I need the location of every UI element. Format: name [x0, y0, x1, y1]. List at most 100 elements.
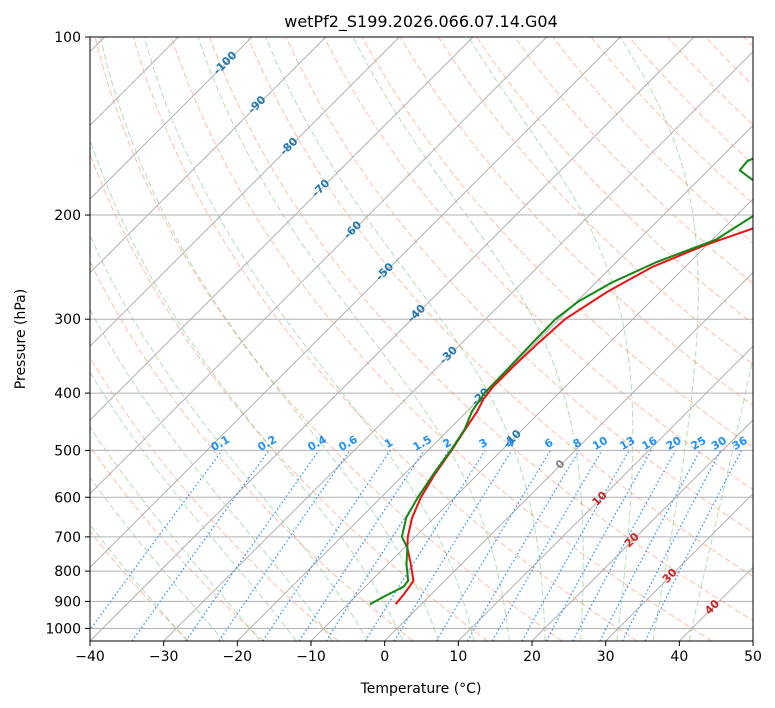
y-axis-ticks: 100 200 300 400 500 600 700 800 900 1000	[45, 30, 90, 637]
y-tick-label: 800	[54, 564, 81, 580]
isotherm-label: -100	[211, 48, 240, 77]
isotherm-label: -90	[245, 93, 268, 116]
isotherm-label: -60	[341, 218, 364, 241]
dry-adiabat	[247, 37, 753, 577]
isotherm-label: 40	[702, 597, 722, 617]
mixing-ratio-line	[262, 450, 391, 641]
x-tick-label: 20	[523, 649, 541, 665]
isotherm-line	[605, 492, 753, 641]
isotherm-line	[90, 37, 400, 348]
moist-adiabat	[197, 37, 510, 641]
mixing-ratio-line	[298, 450, 425, 641]
x-axis-label: Temperature (°C)	[360, 681, 482, 697]
dry-adiabat	[132, 37, 638, 641]
x-tick-label: −10	[296, 649, 326, 665]
mixing-ratio-line	[131, 450, 270, 641]
dry-adiabats	[90, 37, 753, 641]
isotherm-line	[90, 37, 253, 200]
dry-adiabat	[209, 37, 753, 622]
isotherm-line	[678, 566, 753, 641]
isotherm-label: -40	[405, 302, 428, 325]
isotherm-line	[90, 37, 474, 421]
y-tick-label: 500	[54, 443, 81, 459]
dry-adiabat	[94, 37, 563, 641]
x-tick-label: 0	[380, 649, 389, 665]
moist-adiabat	[90, 476, 225, 641]
dry-adiabat	[437, 37, 753, 365]
mixing-ratio-line	[185, 450, 320, 641]
temperature-profile-line	[394, 227, 753, 605]
y-tick-label: 900	[54, 594, 81, 610]
y-tick-label: 1000	[45, 621, 81, 637]
isotherm-line	[90, 37, 695, 641]
mixing-ratio-lines	[90, 450, 743, 641]
dry-adiabat	[90, 445, 264, 641]
isotherm-label: 0	[553, 457, 568, 472]
mixing-ratio-label: 6	[542, 436, 555, 451]
y-tick-label: 300	[54, 312, 81, 328]
x-tick-label: −40	[75, 649, 105, 665]
x-tick-label: 10	[449, 649, 467, 665]
isotherm-line	[90, 37, 327, 274]
moist-adiabat	[90, 234, 369, 641]
isotherm-label: -70	[309, 176, 332, 199]
y-axis-label: Pressure (hPa)	[13, 289, 29, 389]
chart-title: wetPf2_S199.2026.066.07.14.G04	[284, 12, 558, 32]
mixing-ratio-line	[90, 450, 223, 631]
isotherm-label: 20	[622, 530, 642, 550]
dry-adiabat	[705, 37, 753, 87]
isotherm-label: -50	[373, 260, 396, 283]
isotherm-line	[310, 198, 753, 641]
mixing-ratio-label: 3	[477, 436, 490, 451]
isotherm-line	[236, 124, 753, 641]
dry-adiabat	[90, 356, 339, 641]
moist-adiabat	[90, 371, 297, 641]
mixing-ratio-line	[325, 450, 450, 641]
moist-adiabat	[99, 37, 439, 641]
isotherm-label: -80	[277, 135, 300, 158]
mixing-ratio-line	[545, 450, 652, 641]
y-tick-label: 100	[54, 30, 81, 46]
y-tick-label: 700	[54, 530, 81, 546]
moist-adiabat	[688, 355, 753, 641]
dry-adiabat	[90, 260, 414, 641]
mixing-ratio-line	[435, 450, 552, 641]
isotherm-line	[531, 419, 753, 641]
moist-adiabat	[90, 523, 188, 641]
mixing-ratio-line	[621, 450, 722, 641]
dry-adiabat	[590, 37, 753, 205]
mixing-ratio-line	[599, 450, 701, 641]
y-tick-label: 400	[54, 386, 81, 402]
plot-area: -100-90-80-70-60-50-40-30-20-10010203040…	[90, 37, 753, 641]
isotherm-label: -30	[437, 343, 460, 366]
isotherm-line	[90, 37, 621, 569]
moist-adiabat	[143, 37, 475, 641]
moist-adiabats	[90, 37, 753, 641]
x-tick-label: −30	[149, 649, 179, 665]
isotherm-line	[752, 640, 753, 641]
moist-adiabat	[352, 37, 584, 641]
dry-adiabat	[476, 37, 753, 325]
y-tick-label: 200	[54, 208, 81, 224]
profile-lines	[369, 157, 753, 606]
dry-adiabat	[552, 37, 753, 244]
moist-adiabat	[619, 37, 699, 641]
pressure-grid	[90, 37, 753, 629]
dry-adiabat	[667, 37, 753, 126]
isotherm-line	[163, 50, 753, 641]
y-tick-label: 600	[54, 490, 81, 506]
dry-adiabat	[514, 37, 753, 284]
x-tick-label: −20	[223, 649, 253, 665]
moist-adiabat	[90, 426, 261, 641]
moist-adiabat	[90, 138, 404, 641]
dewpoint-profile-line	[369, 157, 753, 606]
moist-adiabat	[90, 308, 333, 641]
x-tick-label: 30	[597, 649, 615, 665]
mixing-ratio-line	[572, 450, 677, 641]
x-tick-label: 40	[670, 649, 688, 665]
isotherm-line	[384, 271, 753, 641]
x-tick-label: 50	[744, 649, 762, 665]
isotherm-line	[457, 345, 753, 641]
